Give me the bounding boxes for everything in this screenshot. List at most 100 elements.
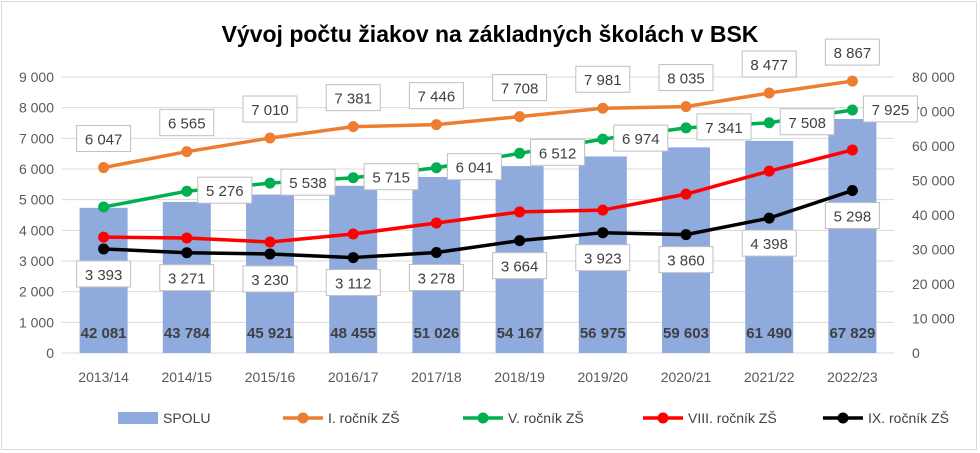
marker-v-ro-n-k-z- [680,122,692,134]
svg-text:7 381: 7 381 [334,91,372,108]
marker-viii-ro-n-k-z- [680,188,692,200]
marker-i-ro-n-k-z- [514,111,526,123]
label-i-rocnik: 6 565 [159,109,215,137]
svg-text:3 664: 3 664 [501,259,539,276]
label-i-rocnik: 7 446 [408,82,464,110]
marker-i-ro-n-k-z- [597,102,609,114]
bar-label: 56 975 [580,325,626,342]
bar-label: 43 784 [164,325,211,342]
svg-text:7 010: 7 010 [251,102,289,119]
bar-label: 59 603 [663,325,709,342]
y-left-tick: 7 000 [19,130,54,146]
label-ix-rocnik: 3 860 [658,246,714,274]
y-right-tick: 30 000 [912,242,955,258]
svg-text:7 925: 7 925 [872,102,910,119]
y-left-tick: 5 000 [19,192,54,208]
svg-text:7 508: 7 508 [788,115,826,132]
legend-item: V. ročník ZŠ [508,410,584,426]
svg-text:4 398: 4 398 [750,236,788,253]
marker-ix-ro-n-k-z- [597,227,609,239]
x-tick: 2022/23 [827,369,878,385]
label-v-rocnik: 5 276 [197,176,253,204]
svg-text:8 035: 8 035 [667,71,705,88]
x-tick: 2014/15 [161,369,212,385]
y-left-tick: 9 000 [19,69,54,85]
legend-item: IX. ročník ZŠ [868,410,949,426]
y-right-tick: 60 000 [912,138,955,154]
label-i-rocnik: 8 477 [741,50,797,78]
svg-text:7 446: 7 446 [418,89,456,106]
marker-v-ro-n-k-z- [430,162,442,174]
marker-viii-ro-n-k-z- [597,204,609,216]
marker-viii-ro-n-k-z- [264,236,276,248]
legend-marker [657,412,669,424]
svg-text:3 112: 3 112 [335,276,371,293]
x-tick: 2018/19 [494,369,545,385]
label-ix-rocnik: 3 664 [492,252,548,280]
legend-item: VIII. ročník ZŠ [688,410,777,426]
legend-swatch-bar [118,412,158,424]
svg-text:7 341: 7 341 [705,120,743,137]
legend-item: SPOLU [163,410,210,426]
marker-viii-ro-n-k-z- [846,144,858,156]
marker-v-ro-n-k-z- [597,133,609,145]
label-i-rocnik: 7 381 [325,84,381,112]
y-left-tick: 3 000 [19,253,54,269]
bar-label: 54 167 [497,325,543,342]
marker-i-ro-n-k-z- [98,162,110,174]
marker-v-ro-n-k-z- [514,147,526,159]
bar-spolu [828,118,877,353]
marker-i-ro-n-k-z- [846,75,858,87]
x-tick: 2020/21 [661,369,712,385]
marker-ix-ro-n-k-z- [846,185,858,197]
marker-viii-ro-n-k-z- [763,165,775,177]
legend-marker [837,412,849,424]
line-ix-ro-n-k-z- [103,188,853,260]
bar-label: 67 829 [829,325,875,342]
svg-text:8 867: 8 867 [834,45,872,62]
svg-text:6 047: 6 047 [85,132,123,149]
marker-i-ro-n-k-z- [680,101,692,113]
svg-text:3 278: 3 278 [418,270,456,287]
legend-item: I. ročník ZŠ [328,410,400,426]
x-tick: 2015/16 [245,369,296,385]
label-i-rocnik: 7 981 [575,65,631,93]
svg-text:8 477: 8 477 [750,57,788,74]
marker-ix-ro-n-k-z- [98,243,110,255]
marker-i-ro-n-k-z- [181,146,193,158]
marker-i-ro-n-k-z- [430,119,442,131]
y-right-tick: 10 000 [912,311,955,327]
bar-label: 48 455 [330,325,376,342]
label-v-rocnik: 7 341 [696,113,752,141]
label-ix-rocnik: 3 923 [575,244,631,272]
label-v-rocnik: 7 508 [779,108,835,136]
label-v-rocnik: 7 925 [862,95,918,123]
label-i-rocnik: 6 047 [76,125,132,153]
label-i-rocnik: 7 708 [492,74,548,102]
y-left-tick: 8 000 [19,100,54,116]
svg-text:6 565: 6 565 [168,116,206,133]
svg-text:3 923: 3 923 [584,251,622,268]
marker-i-ro-n-k-z- [763,87,775,99]
label-ix-rocnik: 3 278 [408,263,464,291]
x-tick: 2017/18 [411,369,462,385]
marker-v-ro-n-k-z- [763,117,775,129]
svg-text:3 393: 3 393 [85,267,123,284]
svg-text:5 715: 5 715 [372,170,410,187]
y-right-tick: 40 000 [912,207,955,223]
y-left-tick: 2 000 [19,284,54,300]
marker-ix-ro-n-k-z- [264,248,276,260]
legend-marker [477,412,489,424]
line-viii-ro-n-k-z- [103,148,853,244]
svg-text:6 512: 6 512 [539,145,577,162]
line-i-ro-n-k-z- [103,79,853,170]
marker-viii-ro-n-k-z- [514,206,526,218]
label-ix-rocnik: 5 298 [824,202,880,230]
y-left-tick: 6 000 [19,161,54,177]
label-ix-rocnik: 3 112 [325,269,381,297]
marker-v-ro-n-k-z- [181,185,193,197]
y-right-tick: 20 000 [912,276,955,292]
y-left-tick: 1 000 [19,314,54,330]
marker-v-ro-n-k-z- [264,177,276,189]
